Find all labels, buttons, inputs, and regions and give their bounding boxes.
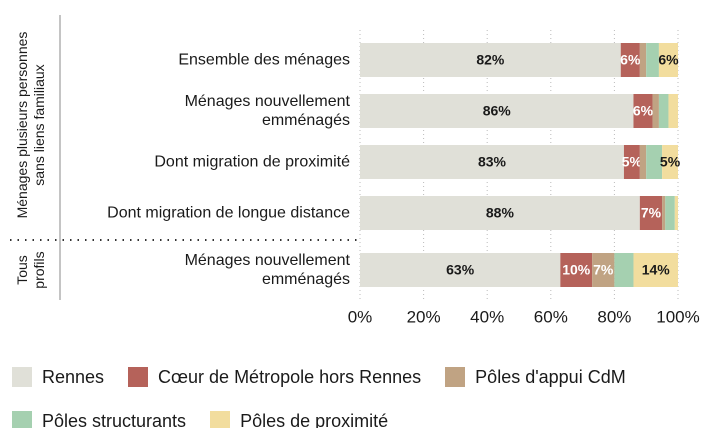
- bar-segment: [360, 253, 561, 287]
- bar-segment: [360, 43, 621, 77]
- value-label: 63%: [446, 262, 475, 278]
- bar-segment: [662, 196, 666, 230]
- x-tick-label: 40%: [470, 307, 504, 326]
- legend-label: Pôles de proximité: [240, 410, 389, 428]
- legend-label: Pôles structurants: [42, 410, 187, 428]
- bar-segment: [658, 43, 678, 77]
- legend-item: Cœur de Métropole hors Rennes: [128, 365, 421, 389]
- x-tick-label: 80%: [597, 307, 631, 326]
- value-label: 6%: [633, 103, 654, 119]
- category-label: Ménages nouvellement emménagés: [184, 93, 350, 129]
- group-label: Tous profils: [14, 251, 47, 289]
- category-label: Dont migration de longue distance: [107, 204, 350, 222]
- bar-segment: [360, 94, 634, 128]
- value-label: 10%: [562, 262, 591, 278]
- value-label: 7%: [593, 262, 614, 278]
- legend-swatch: [12, 411, 32, 428]
- value-label: 5%: [622, 154, 643, 170]
- legend-label: Cœur de Métropole hors Rennes: [158, 366, 422, 387]
- bar-segment: [639, 196, 663, 230]
- value-label: 7%: [641, 205, 662, 221]
- legend-label: Pôles d'appui CdM: [475, 366, 626, 387]
- value-label: 88%: [486, 205, 515, 221]
- legend-swatch: [445, 367, 466, 387]
- legend-item: Pôles d'appui CdM: [445, 365, 626, 389]
- bar-segment: [674, 196, 678, 230]
- bar-segment: [668, 94, 678, 128]
- bar-segment: [633, 94, 653, 128]
- value-label: 14%: [642, 262, 671, 278]
- legend-swatch: [210, 411, 231, 428]
- value-label: 6%: [620, 52, 641, 68]
- bar-segment: [646, 43, 659, 77]
- legend-swatch: [12, 367, 32, 387]
- bar-segment: [646, 145, 663, 179]
- bar-segment: [662, 145, 678, 179]
- bar-segment: [620, 43, 640, 77]
- bar-segment: [639, 145, 647, 179]
- category-label: Ensemble des ménages: [178, 51, 350, 69]
- x-tick-label: 100%: [656, 307, 699, 326]
- legend-item: Pôles de proximité: [210, 409, 388, 428]
- bar-segment: [639, 43, 647, 77]
- category-label: Dont migration de proximité: [154, 153, 350, 171]
- bar-segment: [360, 196, 640, 230]
- bar-segment: [665, 196, 675, 230]
- legend: Rennes Cœur de Métropole hors Rennes Pôles…: [12, 365, 711, 428]
- value-label: 5%: [660, 154, 681, 170]
- legend-label: Rennes: [42, 366, 105, 387]
- x-tick-label: 60%: [534, 307, 568, 326]
- category-label: Ménages nouvellement emménagés: [184, 252, 350, 288]
- bar-segment: [592, 253, 615, 287]
- legend-swatch: [128, 367, 149, 387]
- value-label: 86%: [483, 103, 512, 119]
- bar-segment: [560, 253, 593, 287]
- legend-item: Pôles structurants: [12, 409, 186, 428]
- bar-segment: [614, 253, 634, 287]
- x-tick-label: 20%: [407, 307, 441, 326]
- x-tick-label: 0%: [348, 307, 373, 326]
- bar-segment: [652, 94, 659, 128]
- legend-item: Rennes: [12, 365, 104, 389]
- value-label: 6%: [658, 52, 679, 68]
- value-label: 83%: [478, 154, 507, 170]
- value-label: 82%: [476, 52, 505, 68]
- bar-segment: [633, 253, 678, 287]
- bar-segment: [658, 94, 669, 128]
- bar-segment: [623, 145, 640, 179]
- bar-segment: [360, 145, 624, 179]
